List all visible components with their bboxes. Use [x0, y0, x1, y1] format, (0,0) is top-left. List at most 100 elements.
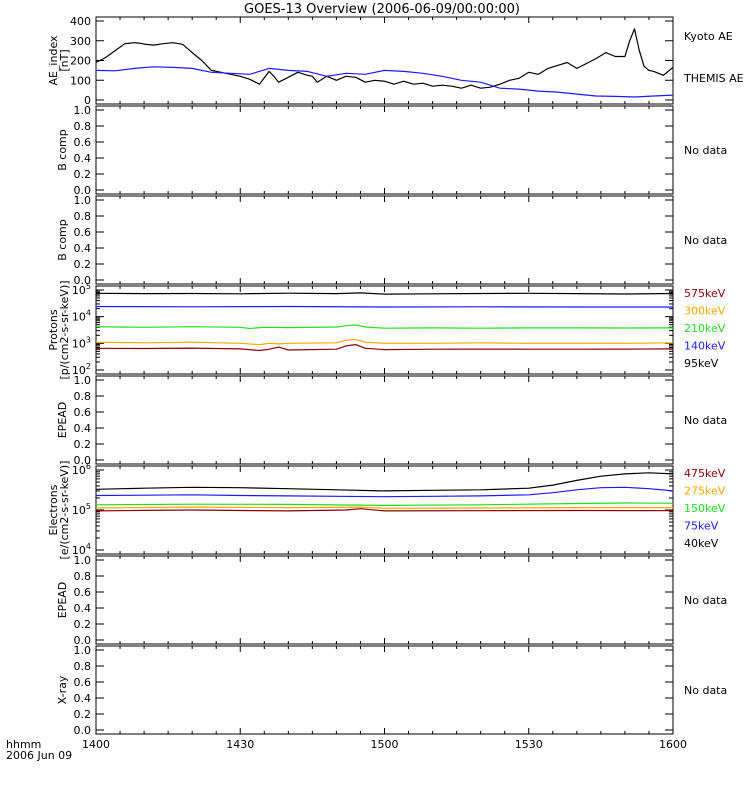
time-tick-label: 1400	[82, 738, 110, 751]
series-275kev	[95, 506, 673, 509]
legend-entry: 475keV	[684, 467, 726, 480]
series-themis-ae	[95, 66, 674, 98]
y-tick-label: 105	[72, 282, 91, 297]
legend-entry: 300keV	[684, 305, 726, 318]
y-tick-label: 0.0	[74, 184, 92, 197]
time-tick-label: 1430	[226, 738, 254, 751]
y-tick-label: 1.0	[74, 104, 92, 117]
y-tick-label: 1.0	[74, 644, 92, 657]
y-tick-label: 0.0	[74, 454, 92, 467]
no-data-note: No data	[684, 684, 727, 697]
y-tick-label: 100	[70, 74, 91, 87]
time-tick-label: 1530	[515, 738, 543, 751]
plot-title: GOES-13 Overview (2006-06-09/00:00:00)	[244, 2, 520, 17]
y-tick-label: 0.0	[74, 724, 92, 737]
legend-entry: 575keV	[684, 287, 726, 300]
time-axis-label-date: 2006 Jun 09	[6, 749, 72, 762]
series-300kev	[95, 338, 674, 346]
series-140kev	[95, 305, 673, 308]
y-tick-label: 0.0	[74, 274, 92, 287]
time-axis: hhmm 2006 Jun 09 1400 1430 1500 1530 1600	[6, 738, 687, 762]
y-axis-label: Electrons	[47, 484, 60, 535]
y-tick-label: 1.0	[74, 554, 92, 567]
no-data-note: No data	[684, 594, 727, 607]
panel-b1: 0.0 0.2 0.4 0.6 0.8 1.0 B comp No data	[56, 104, 727, 197]
y-tick-label: 106	[72, 462, 91, 477]
panel-frame	[95, 16, 674, 105]
y-axis-label: B comp	[56, 219, 69, 261]
y-tick-label: 102	[72, 362, 91, 377]
y-tick-label: 0.2	[74, 438, 92, 451]
y-tick-label: 200	[70, 55, 91, 68]
y-tick-label: 103	[72, 335, 91, 350]
y-tick-label: 300	[70, 35, 91, 48]
panel-frame	[95, 375, 674, 465]
time-axis-label-hhmm: hhmm	[6, 738, 41, 751]
y-tick-label: 0.4	[74, 422, 92, 435]
legend-entry: Kyoto AE	[684, 30, 733, 43]
panel-ae: 0 100 200 300 400 AE_index[nT] Kyoto AE THEMIS …	[47, 15, 744, 107]
y-tick-label: 0.6	[74, 226, 92, 239]
y-axis-label: EPEAD	[56, 402, 69, 439]
legend-entry: 150keV	[684, 502, 726, 515]
y-axis-label: [p/(cm2-s-sr-keV)]	[58, 280, 71, 379]
panel-stack: 0 100 200 300 400 AE_index[nT] Kyoto AE THEMIS …	[47, 15, 744, 737]
y-tick-label: 0.2	[74, 708, 92, 721]
y-tick-label: 0.4	[74, 152, 92, 165]
y-tick-label: 0.6	[74, 406, 92, 419]
panel-frame	[95, 195, 674, 285]
panel-frame	[95, 645, 674, 735]
panel-epead2: 0.0 0.2 0.4 0.6 0.8 1.0 EPEAD No data	[56, 554, 727, 647]
series-210kev	[95, 324, 674, 330]
panel-xray: 0.0 0.2 0.4 0.6 0.8 1.0 X-ray No data	[56, 644, 727, 737]
no-data-note: No data	[684, 144, 727, 157]
legend-entry: 40keV	[684, 537, 719, 550]
series-575kev	[95, 344, 674, 352]
y-tick-label: 0	[84, 94, 91, 107]
legend-entry: 210keV	[684, 322, 726, 335]
y-tick-label: 0.8	[74, 570, 92, 583]
panel-electrons: 104 105 106 Electrons[e/(cm2-s-sr-keV)] 475k…	[47, 461, 726, 560]
y-axis-label: B comp	[56, 129, 69, 171]
y-tick-label: 0.8	[74, 210, 92, 223]
legend-entry: 95keV	[684, 357, 719, 370]
panel-b2: 0.0 0.2 0.4 0.6 0.8 1.0 B comp No data	[56, 194, 727, 287]
y-axis-label: EPEAD	[56, 582, 69, 619]
time-tick-label: 1500	[371, 738, 399, 751]
series-150kev	[95, 502, 674, 506]
y-tick-label: 400	[70, 15, 91, 28]
y-tick-label: 0.0	[74, 634, 92, 647]
y-tick-label: 0.2	[74, 168, 92, 181]
legend-entry: 140keV	[684, 340, 726, 353]
y-tick-label: 0.8	[74, 390, 92, 403]
y-tick-label: 0.2	[74, 618, 92, 631]
y-tick-label: 1.0	[74, 194, 92, 207]
y-axis-label: [e/(cm2-s-sr-keV)]	[58, 461, 71, 560]
y-tick-label: 0.4	[74, 602, 92, 615]
series-95kev	[95, 292, 674, 295]
y-tick-label: 0.6	[74, 586, 92, 599]
legend-entry: 75keV	[684, 520, 719, 533]
y-tick-label: 0.8	[74, 120, 92, 133]
legend-entry: 275keV	[684, 485, 726, 498]
no-data-note: No data	[684, 414, 727, 427]
series-40kev	[95, 472, 674, 492]
y-axis-label: Protons	[47, 309, 60, 350]
panel-frame	[95, 555, 674, 645]
panel-frame	[95, 285, 674, 375]
legend-entry: THEMIS AE	[683, 72, 744, 85]
panel-protons: 102 103 104 105 Protons[p/(cm2-s-sr-keV)] 575…	[47, 280, 726, 379]
panel-frame	[95, 105, 674, 195]
y-tick-label: 1.0	[74, 374, 92, 387]
y-tick-label: 104	[72, 542, 91, 557]
y-tick-label: 0.4	[74, 242, 92, 255]
series-475kev	[95, 508, 674, 512]
y-tick-label: 104	[72, 309, 91, 324]
y-axis-label: AE_index	[47, 35, 60, 86]
y-axis-label: X-ray	[56, 675, 69, 704]
no-data-note: No data	[684, 234, 727, 247]
y-tick-label: 0.8	[74, 660, 92, 673]
y-tick-label: 0.6	[74, 136, 92, 149]
y-tick-label: 0.2	[74, 258, 92, 271]
